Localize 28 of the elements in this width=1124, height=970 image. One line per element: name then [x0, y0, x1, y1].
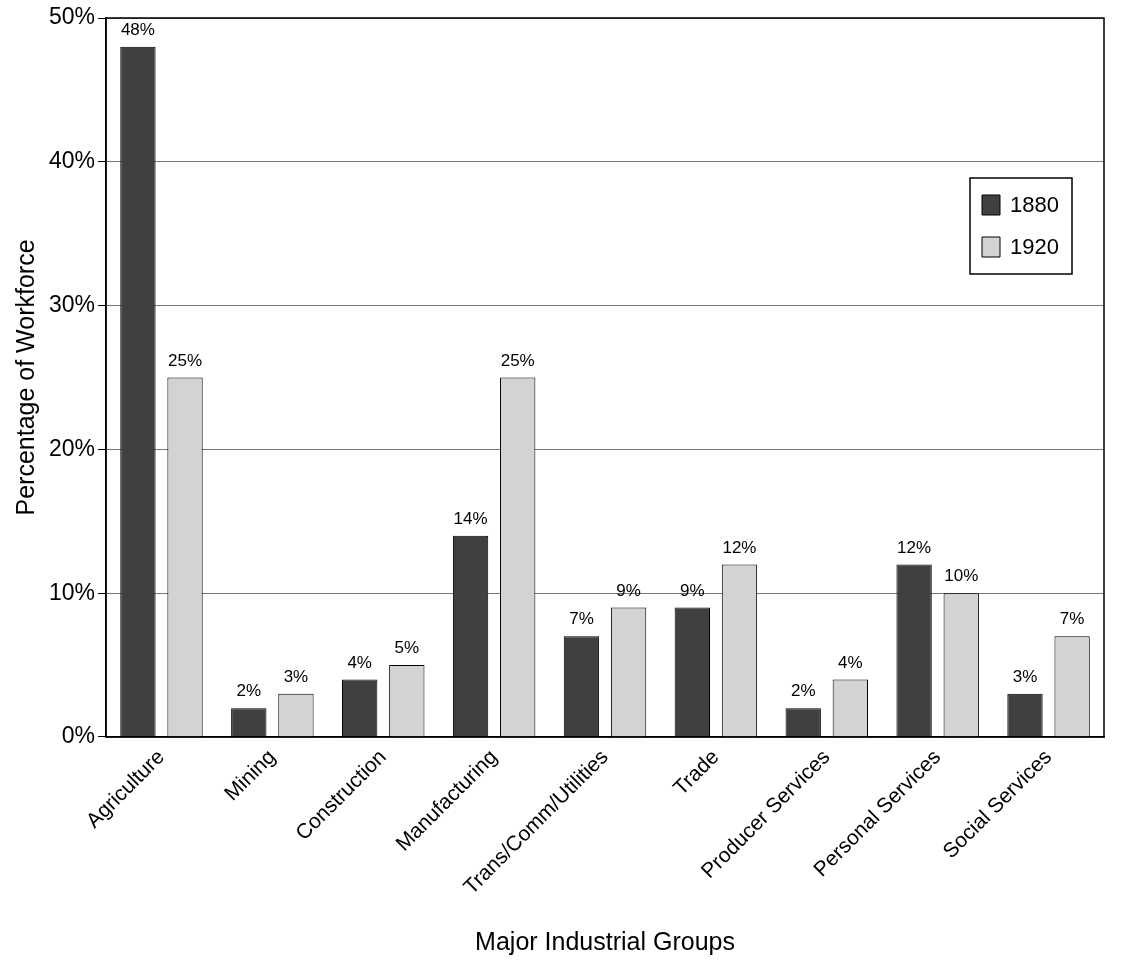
- data-label: 2%: [790, 681, 816, 701]
- data-label: 2%: [236, 681, 262, 701]
- data-label: 9%: [680, 580, 705, 600]
- data-label: 7%: [569, 609, 594, 629]
- legend-label: 1920: [1010, 234, 1059, 260]
- data-label: 12%: [897, 537, 932, 557]
- data-label: 3%: [1012, 667, 1038, 686]
- data-label: 5%: [394, 638, 420, 658]
- data-label: 3%: [283, 667, 309, 686]
- y-tick-label: 30%: [48, 290, 96, 317]
- data-label: 12%: [722, 537, 757, 557]
- x-axis-title: Major Industrial Groups: [475, 926, 735, 955]
- data-label: 4%: [838, 652, 863, 672]
- y-tick-label: 40%: [48, 147, 96, 174]
- y-tick-label: 50%: [48, 3, 96, 30]
- y-tick-label: 0%: [61, 722, 96, 749]
- data-label: 7%: [1059, 609, 1085, 629]
- y-tick-label: 20%: [48, 434, 96, 461]
- data-label: 10%: [944, 566, 979, 586]
- y-tick-label: 10%: [48, 578, 96, 605]
- data-label: 14%: [453, 508, 488, 528]
- y-axis-title: Percentage of Workforce: [10, 239, 39, 516]
- data-label: 4%: [347, 652, 372, 672]
- data-label: 48%: [120, 19, 155, 39]
- data-label: 25%: [168, 350, 203, 370]
- data-label: 25%: [500, 350, 535, 370]
- legend-label: 1880: [1010, 192, 1059, 218]
- data-label: 9%: [616, 580, 641, 600]
